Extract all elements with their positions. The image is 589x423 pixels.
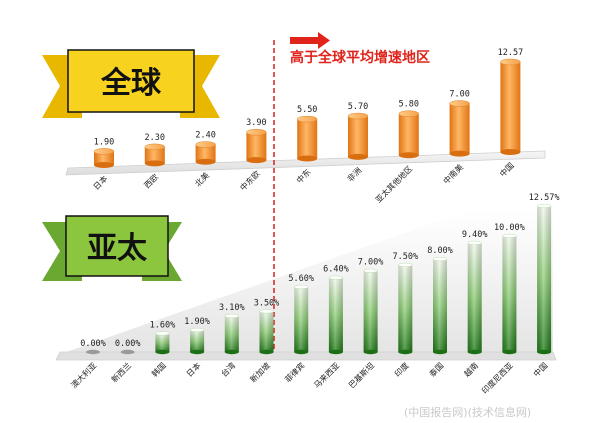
- asia-bar: [502, 233, 517, 355]
- asia-value-label: 10.00%: [494, 223, 525, 233]
- asia-bar: [189, 327, 205, 355]
- highlight-label: 高于全球平均增速地区: [290, 49, 430, 66]
- global-category-label: 中国: [497, 160, 515, 178]
- asia-value-label: 7.00%: [358, 258, 384, 268]
- global-value-label: 5.70: [348, 102, 368, 112]
- asia-ribbon: 亚太: [42, 215, 182, 281]
- global-bar: [500, 58, 521, 155]
- global-category-label: 西欧: [142, 172, 160, 190]
- global-value-label: 5.50: [297, 105, 317, 115]
- global-bar: [398, 110, 420, 159]
- asia-bar: [536, 203, 552, 355]
- global-category-label: 非洲: [345, 165, 363, 183]
- asia-category-label: 马来西亚: [312, 361, 341, 390]
- asia-bar: [363, 268, 378, 355]
- asia-floor: [55, 351, 557, 361]
- asia-category-label: 印度尼西亚: [479, 360, 514, 395]
- asia-bar: [328, 275, 344, 355]
- asia-category-label: 巴基斯坦: [346, 360, 376, 390]
- asia-category-label: 韩国: [149, 360, 167, 378]
- global-bar: [296, 115, 318, 162]
- global-ribbon-label: 全球: [100, 66, 162, 101]
- asia-bar: [86, 349, 100, 355]
- asia-category-label: 日本: [184, 360, 202, 378]
- asia-category-label: 菲律宾: [283, 360, 307, 384]
- asia-bar: [155, 331, 170, 355]
- asia-value-label: 3.10%: [219, 303, 245, 313]
- asia-bar: [432, 257, 448, 355]
- global-bar: [144, 143, 166, 167]
- asia-bar: [398, 262, 413, 355]
- global-category-label: 日本: [91, 173, 109, 191]
- global-category-label: 中东欧: [238, 168, 262, 192]
- global-bar: [449, 100, 470, 157]
- asia-value-label: 12.57%: [529, 193, 560, 203]
- asia-category-label: 新加坡: [248, 360, 272, 384]
- global-category-label: 亚太其他地区: [373, 164, 414, 205]
- global-value-label: 7.00: [449, 90, 469, 100]
- asia-category-label: 台湾: [219, 360, 237, 378]
- asia-bar: [467, 240, 482, 355]
- asia-bar: [293, 284, 309, 355]
- global-value-label: 5.80: [399, 100, 419, 110]
- global-floor: [65, 150, 546, 176]
- global-bar: [93, 148, 115, 168]
- asia-ribbon-label: 亚太: [87, 231, 148, 266]
- global-value-label: 1.90: [94, 137, 114, 147]
- global-category-label: 北美: [193, 170, 211, 188]
- global-ribbon: 全球: [42, 49, 220, 118]
- asia-value-label: 7.50%: [393, 252, 419, 262]
- asia-category-label: 泰国: [427, 360, 445, 378]
- arrow-icon: [290, 32, 330, 49]
- asia-category-label: 印度: [392, 360, 410, 378]
- asia-value-label: 3.50%: [254, 298, 280, 308]
- asia-category-label: 澳大利亚: [69, 360, 99, 390]
- global-category-label: 中东: [294, 167, 312, 185]
- asia-value-label: 0.00%: [80, 339, 106, 349]
- global-category-label: 中南美: [441, 162, 465, 186]
- asia-value-label: 5.60%: [288, 274, 314, 284]
- watermark: (中国报告网)(技术信息网): [404, 405, 531, 419]
- global-value-label: 12.57: [498, 48, 524, 58]
- asia-category-label: 中国: [531, 360, 549, 378]
- asia-value-label: 9.40%: [462, 230, 488, 240]
- global-value-label: 2.30: [145, 133, 165, 143]
- global-value-label: 2.40: [195, 131, 215, 141]
- asia-category-label: 越南: [462, 360, 480, 378]
- asia-value-label: 1.90%: [184, 317, 210, 327]
- asia-bar: [259, 309, 274, 355]
- global-bar: [347, 112, 369, 160]
- global-bar: [195, 141, 216, 165]
- global-bar: [246, 128, 267, 164]
- asia-wedge: [58, 210, 553, 356]
- asia-bars: 0.00% 澳大利亚 0.00% 新西兰 1.60% 韩国 1.90% 日本 3.10% 台湾 3.…: [69, 193, 560, 396]
- asia-value-label: 1.60%: [150, 320, 176, 330]
- asia-bar: [120, 349, 135, 355]
- asia-value-label: 6.40%: [323, 265, 349, 275]
- global-value-label: 3.90: [246, 118, 266, 128]
- asia-category-label: 新西兰: [109, 360, 133, 384]
- asia-value-label: 0.00%: [115, 339, 141, 349]
- asia-value-label: 8.00%: [427, 246, 453, 256]
- asia-bar: [224, 313, 240, 355]
